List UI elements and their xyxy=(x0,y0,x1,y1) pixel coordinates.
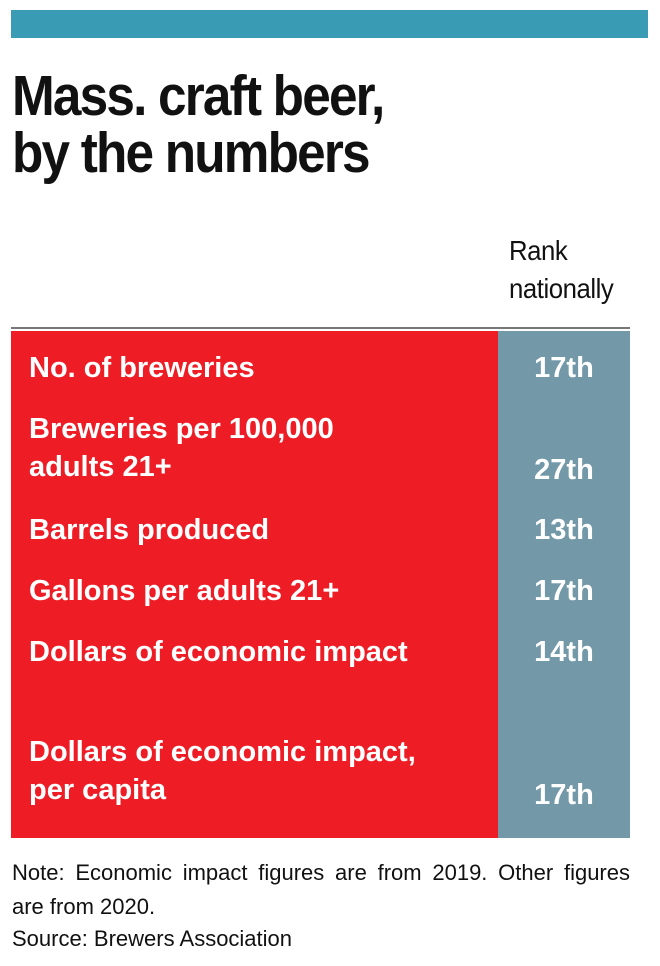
row-rank-breweries-per-capita: 27th xyxy=(534,454,594,486)
top-accent-bar xyxy=(11,10,648,38)
source-credit: Source: Brewers Association xyxy=(12,926,293,951)
row-label-economic-impact: Dollars of economic impact xyxy=(29,636,408,668)
row-rank-economic-impact-per-capita: 17th xyxy=(534,779,594,811)
row-label-barrels: Barrels produced xyxy=(29,514,270,546)
chart-title: Mass. craft beer, by the numbers xyxy=(12,64,385,185)
rank-column-header: Rank nationally xyxy=(509,235,614,304)
row-rank-barrels: 13th xyxy=(534,514,594,546)
row-rank-breweries: 17th xyxy=(534,352,594,384)
row-label-breweries-per-capita: Breweries per 100,000 adults 21+ xyxy=(29,413,334,483)
row-label-breweries: No. of breweries xyxy=(29,352,255,384)
label-column-background xyxy=(11,331,498,838)
rankings-table: No. of breweries 17th Breweries per 100,… xyxy=(11,331,630,838)
row-rank-gallons: 17th xyxy=(534,575,594,607)
footnote: Note: Economic impact figures are from 2… xyxy=(12,860,630,919)
row-label-economic-impact-per-capita: Dollars of economic impact, per capita xyxy=(29,736,416,806)
rank-column-background xyxy=(498,331,630,838)
header-divider xyxy=(11,327,630,329)
row-label-gallons: Gallons per adults 21+ xyxy=(29,575,340,607)
row-rank-economic-impact: 14th xyxy=(534,636,594,668)
